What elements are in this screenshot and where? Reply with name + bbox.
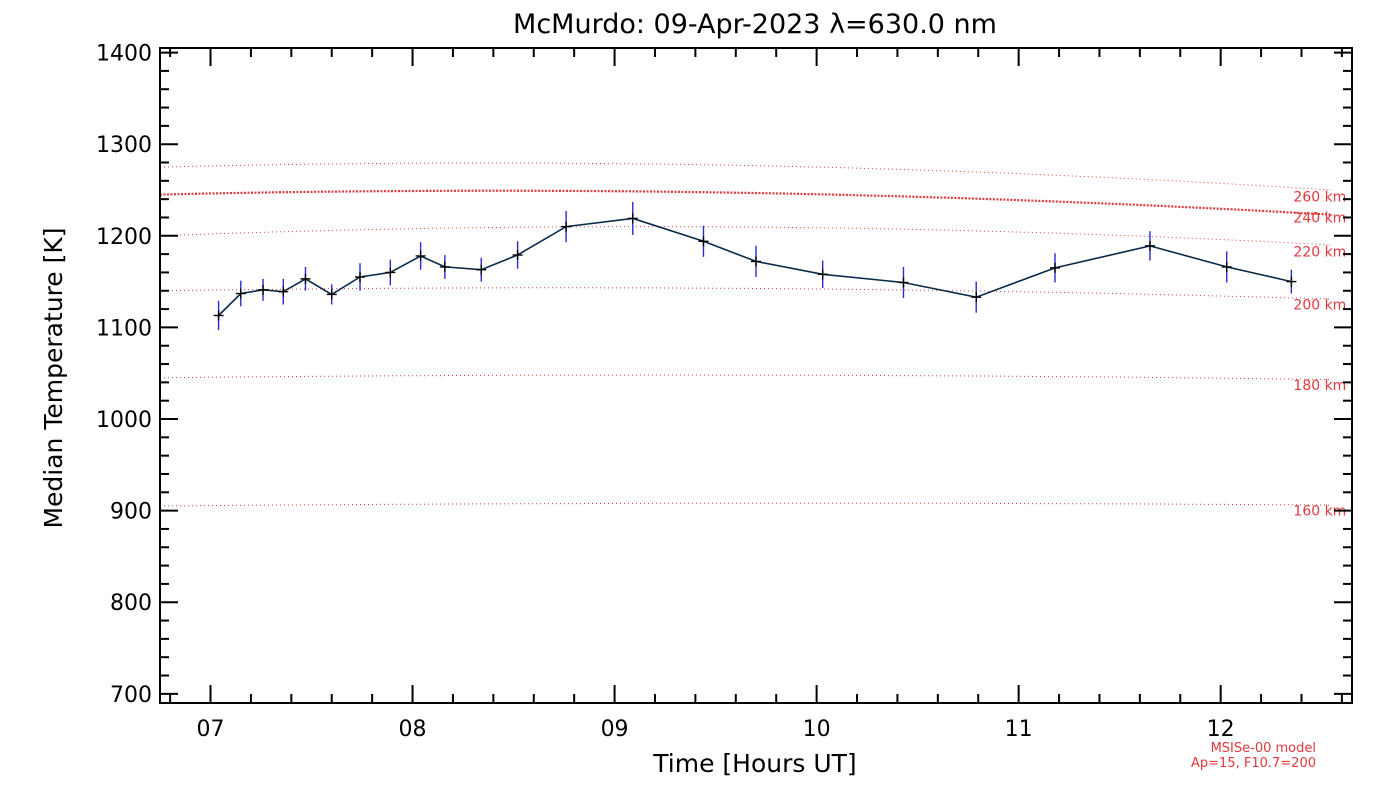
data-point [415,250,426,261]
chart-title: McMurdo: 09-Apr-2023 λ=630.0 nm [513,9,997,40]
y-tick-label: 1300 [96,133,152,158]
y-tick-label: 1000 [96,408,152,433]
data-point [1286,276,1297,287]
x-axis-label: Time [Hours UT] [652,749,856,778]
y-axis-label: Median Temperature [K] [39,227,68,528]
data-series [213,201,1297,331]
data-point [512,250,523,261]
data-point [355,272,366,283]
model-line-200-km [159,287,1332,300]
data-point [627,213,638,224]
data-point [235,288,246,299]
model-note-line1: MSISe-00 model [1210,741,1316,756]
y-tick-label: 1100 [96,316,152,341]
x-tick-label: 11 [1005,717,1033,742]
model-line-label: 220 km [1293,244,1346,260]
plot-axes: 700 800 900 1000 1100 1200 1300 1400 07 08 09 10 11 1… [96,42,1353,742]
model-lines: 260 km 240 km 220 km 200 km 180 km 160 km [159,162,1346,520]
data-point [385,267,396,278]
model-line-260-km [159,162,1332,191]
x-tick-label: 09 [601,717,629,742]
x-tick-label: 12 [1207,717,1235,742]
model-line-label: 180 km [1293,378,1346,394]
x-tick-label: 07 [197,717,225,742]
data-point [258,284,269,295]
y-tick-label: 800 [110,591,152,616]
data-point [213,310,224,321]
model-note-line2: Ap=15, F10.7=200 [1191,756,1316,771]
data-point [698,236,709,247]
data-point [1144,240,1155,251]
data-point [326,289,337,300]
data-point [439,261,450,272]
data-point [278,286,289,297]
data-point [817,269,828,280]
model-line-label: 240 km [1293,210,1346,226]
model-line-label: 260 km [1293,189,1346,205]
series-line [218,217,1292,317]
data-point [1050,262,1061,273]
y-tick-label: 1200 [96,225,152,250]
model-line-240-km [159,189,1332,216]
data-point [476,264,487,275]
data-point [561,221,572,232]
model-line-label: 160 km [1293,504,1346,520]
model-line-180-km [159,374,1332,381]
x-tick-label: 10 [803,717,831,742]
data-point [971,292,982,303]
model-line-220-km [159,226,1332,246]
data-point [898,277,909,288]
y-tick-label: 900 [110,500,152,525]
data-point [751,256,761,267]
data-point [300,273,311,284]
model-line-label: 200 km [1293,298,1346,314]
x-tick-label: 08 [399,717,427,742]
plot-frame [159,47,1353,704]
data-point [1221,261,1232,272]
y-tick-label: 1400 [96,42,152,67]
model-line-160-km [159,502,1332,507]
y-tick-label: 700 [110,683,152,708]
